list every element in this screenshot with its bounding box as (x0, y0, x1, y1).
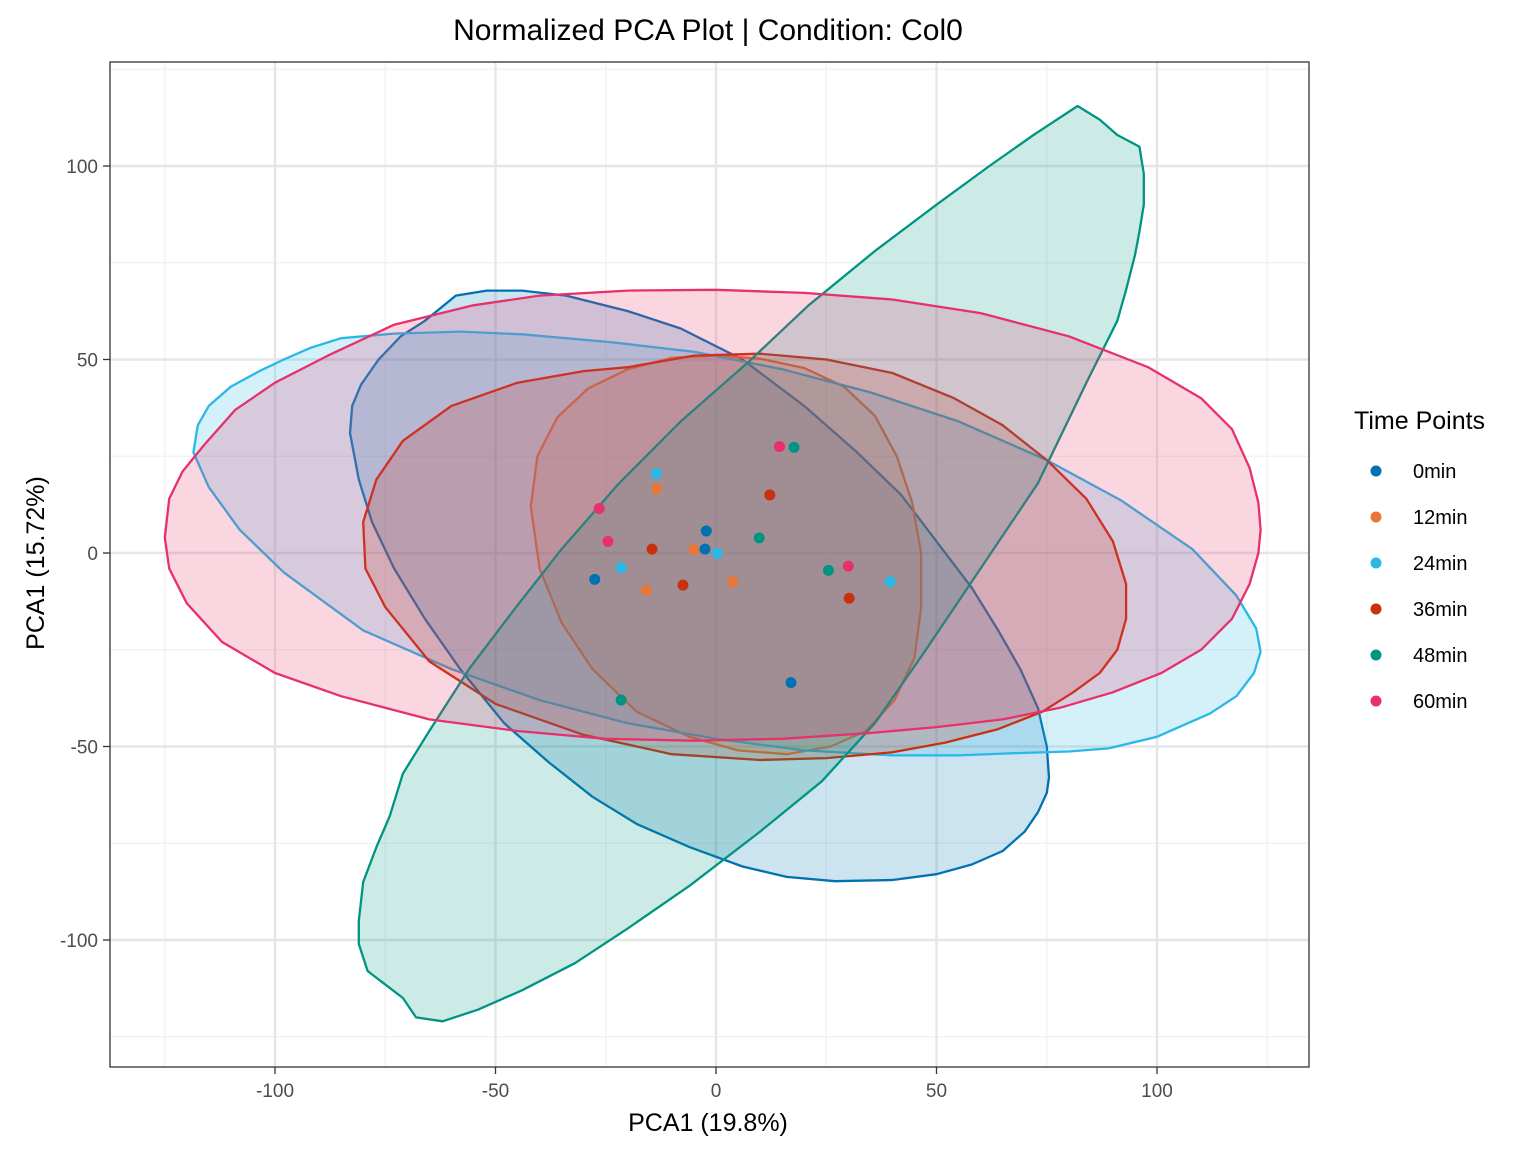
point-12min-4 (727, 576, 739, 588)
point-0min-3 (699, 543, 711, 555)
point-60min-4 (842, 560, 854, 572)
x-tick-label: -100 (256, 1081, 294, 1102)
y-tick-label: -50 (71, 738, 98, 759)
point-12min-2 (688, 544, 700, 556)
ellipse-48min (357, 104, 1145, 1023)
ellipse-36min (362, 352, 1128, 762)
point-60min-1 (593, 502, 605, 514)
y-tick-label: 0 (87, 544, 98, 565)
legend-label-0min: 0min (1413, 461, 1456, 483)
legend: Time Points 0min 12min 24min 36min 48min 60mi… (1354, 407, 1485, 713)
legend-label-12min: 12min (1413, 507, 1467, 529)
y-tick-label: -100 (60, 931, 98, 952)
point-12min-3 (640, 585, 652, 597)
point-0min-4 (785, 677, 797, 689)
x-tick-label: -50 (482, 1081, 509, 1102)
legend-key-48min (1370, 649, 1382, 661)
x-tick-label: 100 (1141, 1081, 1173, 1102)
ellipse-24min (192, 330, 1262, 757)
plot-area: -100 -50 0 50 100 -100 -50 0 50 100 (60, 61, 1310, 1102)
y-axis-title: PCA1 (15.72%) (22, 476, 50, 650)
point-36min-2 (677, 579, 689, 591)
point-48min-1 (788, 441, 800, 453)
legend-label-24min: 24min (1413, 553, 1467, 575)
legend-label-36min: 36min (1413, 599, 1467, 621)
point-12min-1 (650, 483, 662, 495)
point-36min-4 (843, 592, 855, 604)
legend-label-60min: 60min (1413, 691, 1467, 713)
point-36min-1 (646, 543, 658, 555)
y-tick-label: 50 (77, 351, 98, 372)
point-60min-2 (602, 535, 614, 547)
legend-key-60min (1370, 695, 1382, 707)
y-tick-label: 100 (66, 157, 98, 178)
point-48min-3 (822, 564, 834, 576)
ellipse-60min (163, 288, 1262, 742)
point-0min-2 (700, 525, 712, 537)
point-60min-3 (774, 441, 786, 453)
point-48min-2 (753, 532, 765, 544)
point-24min-4 (884, 576, 896, 588)
point-48min-4 (615, 694, 627, 706)
x-tick-label: 0 (711, 1081, 722, 1102)
legend-key-36min (1370, 603, 1382, 615)
point-36min-3 (764, 489, 776, 501)
x-axis-title: PCA1 (19.8%) (628, 1109, 788, 1137)
legend-key-12min (1370, 511, 1382, 523)
legend-key-24min (1370, 557, 1382, 569)
point-24min-2 (615, 562, 627, 574)
point-0min-1 (589, 573, 601, 585)
point-24min-3 (711, 547, 723, 559)
legend-key-0min (1370, 465, 1382, 477)
ellipse-12min (529, 354, 923, 756)
chart-title: Normalized PCA Plot | Condition: Col0 (453, 14, 963, 47)
legend-label-48min: 48min (1413, 645, 1467, 667)
legend-title: Time Points (1354, 407, 1485, 435)
panel-border (109, 61, 1310, 1068)
point-24min-1 (650, 468, 662, 480)
x-tick-label: 50 (926, 1081, 947, 1102)
